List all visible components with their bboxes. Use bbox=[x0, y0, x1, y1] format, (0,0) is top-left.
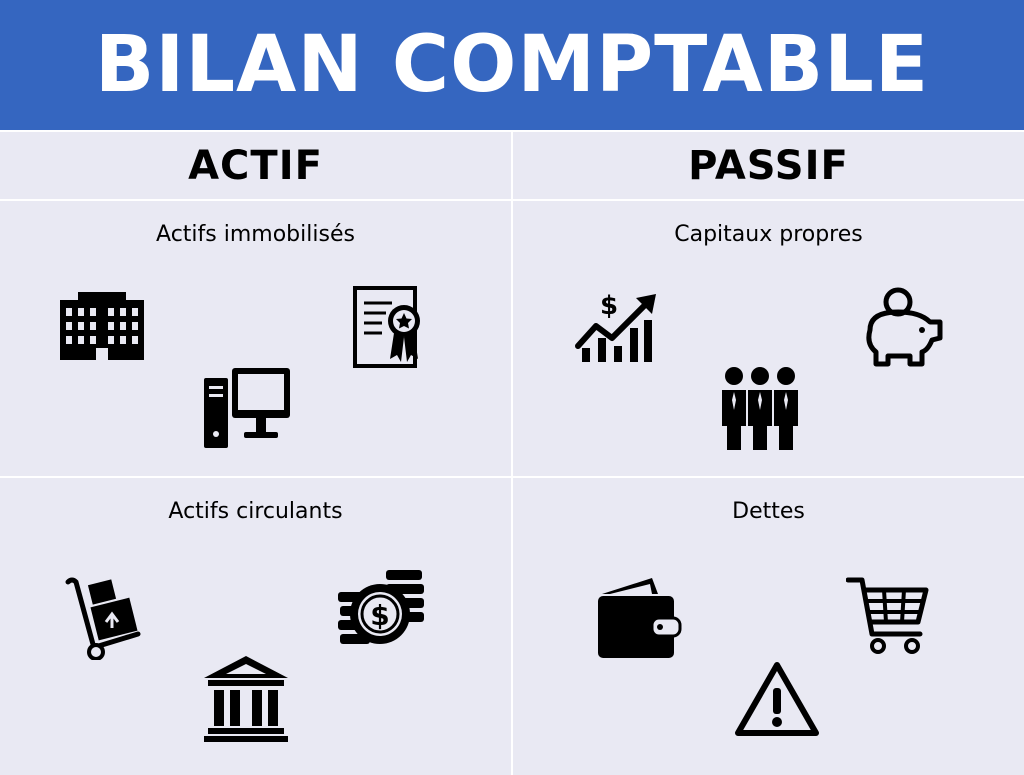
coin-stack-dollar-icon: $ bbox=[338, 570, 424, 654]
wallet-icon bbox=[596, 576, 682, 660]
column-divider bbox=[511, 130, 513, 775]
shopping-cart-icon bbox=[846, 576, 930, 656]
business-team-icon bbox=[720, 366, 800, 450]
office-building-icon bbox=[60, 292, 144, 360]
column-header-passif: PASSIF bbox=[688, 143, 849, 189]
title-banner: BILAN COMPTABLE bbox=[0, 0, 1024, 130]
certificate-icon bbox=[352, 285, 424, 369]
bank-building-icon bbox=[204, 656, 288, 742]
section-label-actifs-immobilises: Actifs immobilisés bbox=[156, 222, 355, 247]
desktop-computer-icon bbox=[204, 368, 290, 448]
section-label-dettes: Dettes bbox=[732, 499, 805, 524]
piggy-bank-icon bbox=[860, 286, 946, 368]
svg-text:$: $ bbox=[370, 599, 389, 632]
page-title: BILAN COMPTABLE bbox=[94, 20, 930, 110]
column-header-actif: ACTIF bbox=[188, 143, 323, 189]
section-label-capitaux-propres: Capitaux propres bbox=[674, 222, 863, 247]
svg-text:$: $ bbox=[600, 291, 618, 321]
hand-truck-boxes-icon bbox=[64, 576, 142, 660]
section-label-actifs-circulants: Actifs circulants bbox=[168, 499, 343, 524]
growth-chart-dollar-icon: $ bbox=[574, 290, 658, 362]
warning-triangle-icon bbox=[734, 660, 820, 738]
